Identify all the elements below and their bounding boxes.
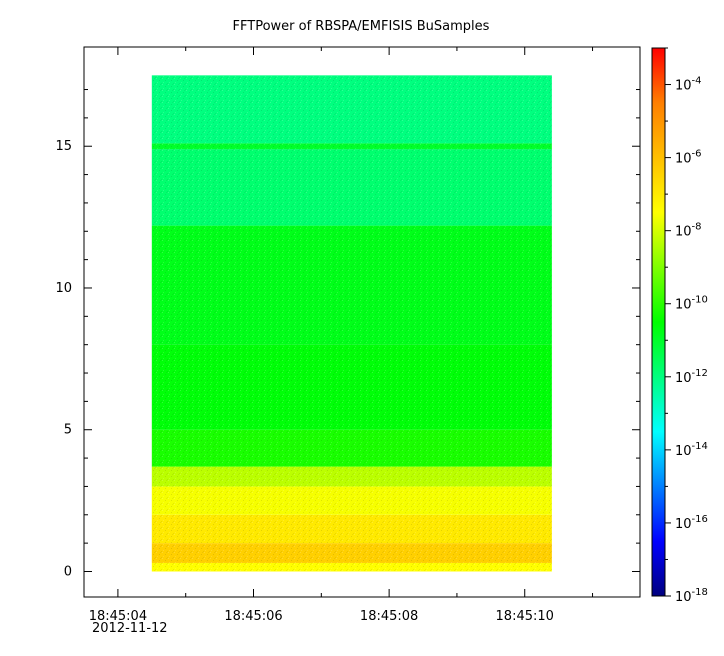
colorbar-tick-label: 10-10 [675, 295, 708, 313]
x-tick-label: 18:45:04 [89, 609, 147, 624]
noise-texture [151, 75, 552, 572]
colorbar-tick-label: 10-6 [675, 149, 702, 167]
y-tick-label: 5 [64, 423, 72, 438]
x-tick-label: 18:45:08 [360, 609, 418, 624]
colorbar [651, 47, 666, 597]
colorbar-tick-label: 10-12 [675, 368, 708, 386]
x-tick-label: 18:45:10 [496, 609, 554, 624]
y-tick-label: 15 [55, 139, 72, 154]
colorbar-tick-label: 10-8 [675, 222, 702, 240]
chart-title: FFTPower of RBSPA/EMFISIS BuSamples [233, 19, 490, 34]
y-tick-label: 10 [55, 281, 72, 296]
y-axis: 0 5 10 15 [55, 89, 640, 579]
x-date-label: 2012-11-12 [92, 621, 168, 636]
colorbar-axis: 10-4 10-6 10-8 10-10 10-12 10-14 10-16 10-18 [665, 47, 708, 605]
colorbar-tick-label: 10-16 [675, 514, 708, 532]
y-tick-label: 0 [64, 564, 72, 579]
colorbar-tick-label: 10-14 [675, 441, 708, 459]
colorbar-tick-label: 10-4 [675, 76, 702, 94]
colorbar-tick-label: 10-18 [675, 587, 708, 605]
x-axis: 18:45:04 18:45:06 18:45:08 18:45:10 [89, 47, 594, 624]
x-tick-label: 18:45:06 [224, 609, 282, 624]
